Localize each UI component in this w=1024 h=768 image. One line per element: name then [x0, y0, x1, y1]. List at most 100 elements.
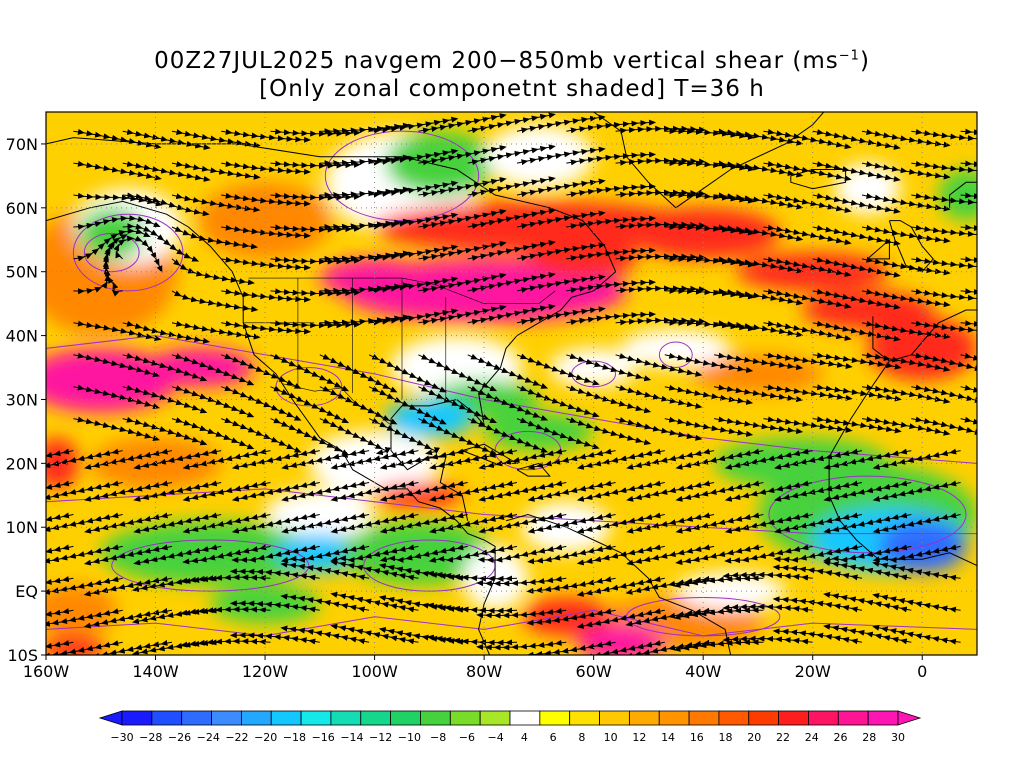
- streamline: [516, 146, 606, 166]
- shade-region-white: [675, 571, 786, 611]
- streamline: [516, 242, 606, 262]
- title-suffix: ): [859, 48, 870, 74]
- streamline: [566, 183, 657, 198]
- colorbar-swatch: [867, 710, 899, 726]
- colorbar-label: 10: [604, 731, 618, 744]
- colorbar-swatch: [121, 710, 153, 726]
- colorbar-label: −24: [197, 731, 220, 744]
- streamline: [221, 288, 312, 303]
- colorbar-label: 18: [719, 731, 733, 744]
- lon-tick-label: 60W: [576, 662, 612, 681]
- colorbar-label: 6: [550, 731, 557, 744]
- colorbar-swatch: [151, 710, 183, 726]
- streamline: [171, 129, 261, 148]
- colorbar-min-arrow: [98, 710, 123, 726]
- colorbar-swatch: [808, 710, 839, 726]
- colorbar-label: 22: [776, 731, 790, 744]
- streamline: [122, 223, 200, 262]
- streamline: [872, 592, 961, 613]
- shade-region-magenta: [144, 348, 255, 387]
- colorbar-swatch: [479, 710, 511, 726]
- colorbar-label: −18: [283, 731, 306, 744]
- streamline: [960, 192, 977, 201]
- streamline: [516, 114, 606, 134]
- colorbar-label: 14: [661, 731, 675, 744]
- colorbar-swatch: [420, 710, 451, 726]
- streamline: [221, 160, 312, 175]
- streamlines-layer: [46, 112, 977, 655]
- shade-region-white: [834, 163, 901, 215]
- gridlines-layer: [46, 112, 977, 655]
- lon-tick-label: 100W: [351, 662, 398, 681]
- colorbar-swatch: [539, 710, 571, 726]
- shade-region-red: [46, 635, 107, 655]
- colorbar-label: 24: [805, 731, 819, 744]
- colorbar-swatch: [569, 710, 600, 726]
- title-unit-exponent: −1: [838, 48, 860, 64]
- streamline: [171, 320, 261, 340]
- streamline: [911, 352, 977, 376]
- streamline: [516, 306, 606, 325]
- streamline: [171, 161, 261, 180]
- streamline: [566, 279, 657, 294]
- streamline: [872, 480, 961, 502]
- colorbar-label: −28: [139, 731, 162, 744]
- lat-tick-label: 30N: [6, 390, 38, 409]
- streamline: [960, 256, 977, 265]
- streamline: [960, 160, 977, 169]
- colorbar-swatch: [718, 710, 750, 726]
- streamline: [911, 288, 977, 303]
- streamline: [861, 192, 951, 212]
- streamline: [566, 151, 657, 166]
- shade-region-red: [626, 207, 780, 259]
- streamline: [911, 256, 977, 271]
- colorbar-max-arrow: [897, 710, 922, 726]
- lat-axis: 70N 60N 50N 40N 30N 20N 10N EQ 10S: [6, 135, 46, 665]
- streamline: [221, 192, 312, 207]
- map-frame: [45, 111, 978, 656]
- streamline: [872, 560, 961, 581]
- colorbar-swatch: [628, 710, 660, 726]
- shade-region-red: [867, 316, 977, 381]
- streamline: [960, 288, 977, 297]
- colorbar-label: −22: [225, 731, 248, 744]
- colorbar-label: −6: [459, 731, 475, 744]
- streamline: [171, 226, 259, 250]
- colorbar-label: 20: [747, 731, 761, 744]
- streamline: [872, 624, 961, 645]
- streamline: [872, 512, 961, 534]
- colorbar-label: −12: [369, 731, 392, 744]
- colorbar-swatch: [211, 710, 242, 726]
- streamline: [960, 128, 977, 137]
- coastline: [872, 309, 977, 362]
- colorbar-label: −16: [312, 731, 335, 744]
- streamline: [960, 384, 977, 412]
- colorbar-label: −10: [398, 731, 421, 744]
- streamline: [171, 258, 255, 286]
- colorbar-swatch: [390, 710, 421, 726]
- colorbar-swatch: [360, 710, 392, 726]
- streamline: [171, 193, 261, 213]
- lon-tick-label: 80W: [466, 662, 502, 681]
- streamline: [73, 215, 161, 230]
- streamline: [221, 224, 312, 239]
- streamline: [861, 288, 951, 308]
- colorbar-label: −30: [110, 731, 133, 744]
- lat-tick-label: 10N: [6, 518, 38, 537]
- colorbar-swatch: [837, 710, 869, 726]
- title-prefix: 00Z27JUL2025 navgem 200−850mb vertical s…: [154, 48, 839, 74]
- colorbar: −30 −28 −26 −24 −22 −20 −18 −16 −14 −12 −10 −8 −6 −4 4…: [98, 710, 922, 744]
- streamline: [911, 192, 977, 207]
- colorbar-swatch: [599, 710, 630, 726]
- colorbar-label: 4: [521, 731, 528, 744]
- colorbar-label: −8: [430, 731, 446, 744]
- streamline: [960, 416, 977, 444]
- streamline: [566, 119, 657, 134]
- colorbar-label: 30: [891, 731, 905, 744]
- colorbar-label: −4: [488, 731, 504, 744]
- streamline: [960, 352, 977, 380]
- lat-tick-label: 40N: [6, 327, 38, 346]
- lon-axis: 160W 140W 120W 100W 80W 60W 40W 20W 0: [23, 655, 927, 681]
- streamline: [872, 544, 961, 563]
- streamline: [861, 224, 951, 244]
